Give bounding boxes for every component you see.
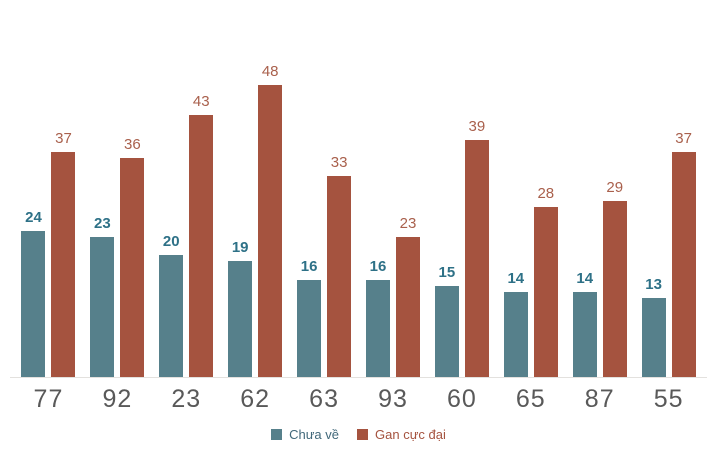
value-label-chua-ve: 20 [162, 233, 180, 250]
bar-group: 14 29 [565, 180, 634, 377]
x-axis-labels: 77 92 23 62 63 93 60 65 87 55 [10, 378, 707, 414]
bar-gan-cuc-dai [671, 152, 696, 377]
bar-chua-ve [90, 237, 115, 377]
bar-gan-cuc-dai [120, 158, 145, 377]
value-label-chua-ve: 19 [231, 239, 249, 256]
bar-group: 19 48 [221, 64, 290, 377]
value-label-chua-ve: 16 [300, 258, 318, 275]
bar-gan-cuc-dai [602, 201, 627, 377]
bar-and-label: 37 [51, 130, 76, 377]
value-label-chua-ve: 15 [438, 264, 456, 281]
legend: Chưa về Gan cực đại [0, 427, 717, 442]
value-label-chua-ve: 16 [369, 258, 387, 275]
category-label: 60 [446, 385, 477, 413]
plot-area: 24 37 23 36 20 43 19 48 16 33 16 23 15 39 14 28 14 29 13 37 [10, 0, 707, 378]
bar-and-label: 33 [327, 154, 352, 377]
value-label-gan-cuc-dai: 23 [399, 215, 417, 232]
category-label: 77 [33, 385, 64, 413]
value-label-chua-ve: 14 [507, 270, 525, 287]
bar-chua-ve [641, 298, 666, 377]
value-label-chua-ve: 23 [94, 215, 111, 232]
legend-swatch-gan-cuc-dai-icon [357, 429, 369, 440]
bar-gan-cuc-dai [395, 237, 420, 377]
bar-chua-ve [572, 292, 597, 377]
bar-gan-cuc-dai [51, 152, 76, 377]
bar-gan-cuc-dai [258, 85, 283, 377]
value-label-gan-cuc-dai: 39 [468, 118, 486, 135]
category-label: 55 [653, 385, 684, 413]
category-label: 65 [515, 385, 546, 413]
bar-and-label: 13 [641, 276, 666, 377]
bar-chua-ve [503, 292, 528, 377]
bar-gan-cuc-dai [464, 140, 489, 377]
bar-and-label: 14 [503, 270, 528, 377]
bar-and-label: 16 [297, 258, 322, 377]
bar-gan-cuc-dai [327, 176, 352, 377]
legend-label: Gan cực đại [375, 427, 446, 442]
bar-and-label: 37 [671, 130, 696, 377]
bar-and-label: 20 [159, 233, 184, 377]
bar-and-label: 19 [228, 239, 253, 377]
value-label-gan-cuc-dai: 36 [124, 136, 141, 153]
legend-swatch-chua-ve-icon [271, 429, 283, 440]
bar-and-label: 14 [572, 270, 597, 377]
bar-group: 15 39 [427, 119, 496, 377]
value-label-gan-cuc-dai: 48 [261, 63, 279, 80]
bar-and-label: 36 [120, 136, 145, 377]
bar-chua-ve [365, 280, 390, 377]
category-label: 23 [171, 385, 202, 413]
bar-and-label: 28 [533, 185, 558, 377]
value-label-gan-cuc-dai: 37 [55, 130, 72, 147]
bar-group: 14 28 [496, 186, 565, 377]
bar-and-label: 15 [434, 264, 459, 377]
bar-group: 23 36 [83, 137, 152, 377]
bar-chua-ve [434, 286, 459, 377]
value-label-gan-cuc-dai: 33 [330, 154, 348, 171]
value-label-gan-cuc-dai: 29 [606, 179, 624, 196]
category-label: 92 [102, 385, 133, 413]
bar-and-label: 23 [395, 215, 420, 377]
bar-chua-ve [297, 280, 322, 377]
bar-gan-cuc-dai [189, 115, 214, 377]
bar-and-label: 43 [189, 93, 214, 377]
value-label-gan-cuc-dai: 43 [192, 93, 210, 110]
bar-and-label: 29 [602, 179, 627, 377]
value-label-chua-ve: 24 [25, 209, 42, 226]
legend-label: Chưa về [289, 427, 340, 442]
bar-and-label: 23 [90, 215, 115, 377]
category-label: 62 [240, 385, 271, 413]
bar-chua-ve [159, 255, 184, 377]
bar-group: 24 37 [14, 131, 83, 377]
bar-and-label: 16 [365, 258, 390, 377]
bar-group: 13 37 [634, 131, 703, 377]
category-label: 63 [309, 385, 339, 413]
bar-chua-ve [21, 231, 46, 377]
bar-group: 20 43 [152, 94, 221, 377]
value-label-gan-cuc-dai: 28 [537, 185, 555, 202]
bar-and-label: 48 [258, 63, 283, 377]
bar-group: 16 33 [290, 155, 359, 377]
bar-gan-cuc-dai [533, 207, 558, 377]
bar-and-label: 39 [464, 118, 489, 377]
value-label-chua-ve: 14 [576, 270, 594, 287]
value-label-gan-cuc-dai: 37 [675, 130, 692, 147]
bar-group: 16 23 [359, 216, 428, 377]
category-label: 93 [378, 385, 408, 413]
bar-and-label: 24 [21, 209, 46, 377]
value-label-chua-ve: 13 [645, 276, 662, 293]
legend-item-gan-cuc-dai: Gan cực đại [357, 427, 446, 442]
category-label: 87 [584, 385, 615, 413]
legend-item-chua-ve: Chưa về [271, 427, 339, 442]
bar-chua-ve [228, 261, 253, 377]
